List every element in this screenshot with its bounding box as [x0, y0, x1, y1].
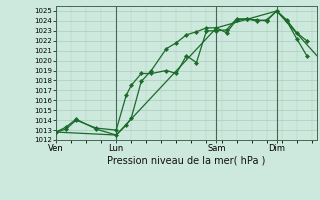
X-axis label: Pression niveau de la mer( hPa ): Pression niveau de la mer( hPa ) — [107, 156, 266, 166]
